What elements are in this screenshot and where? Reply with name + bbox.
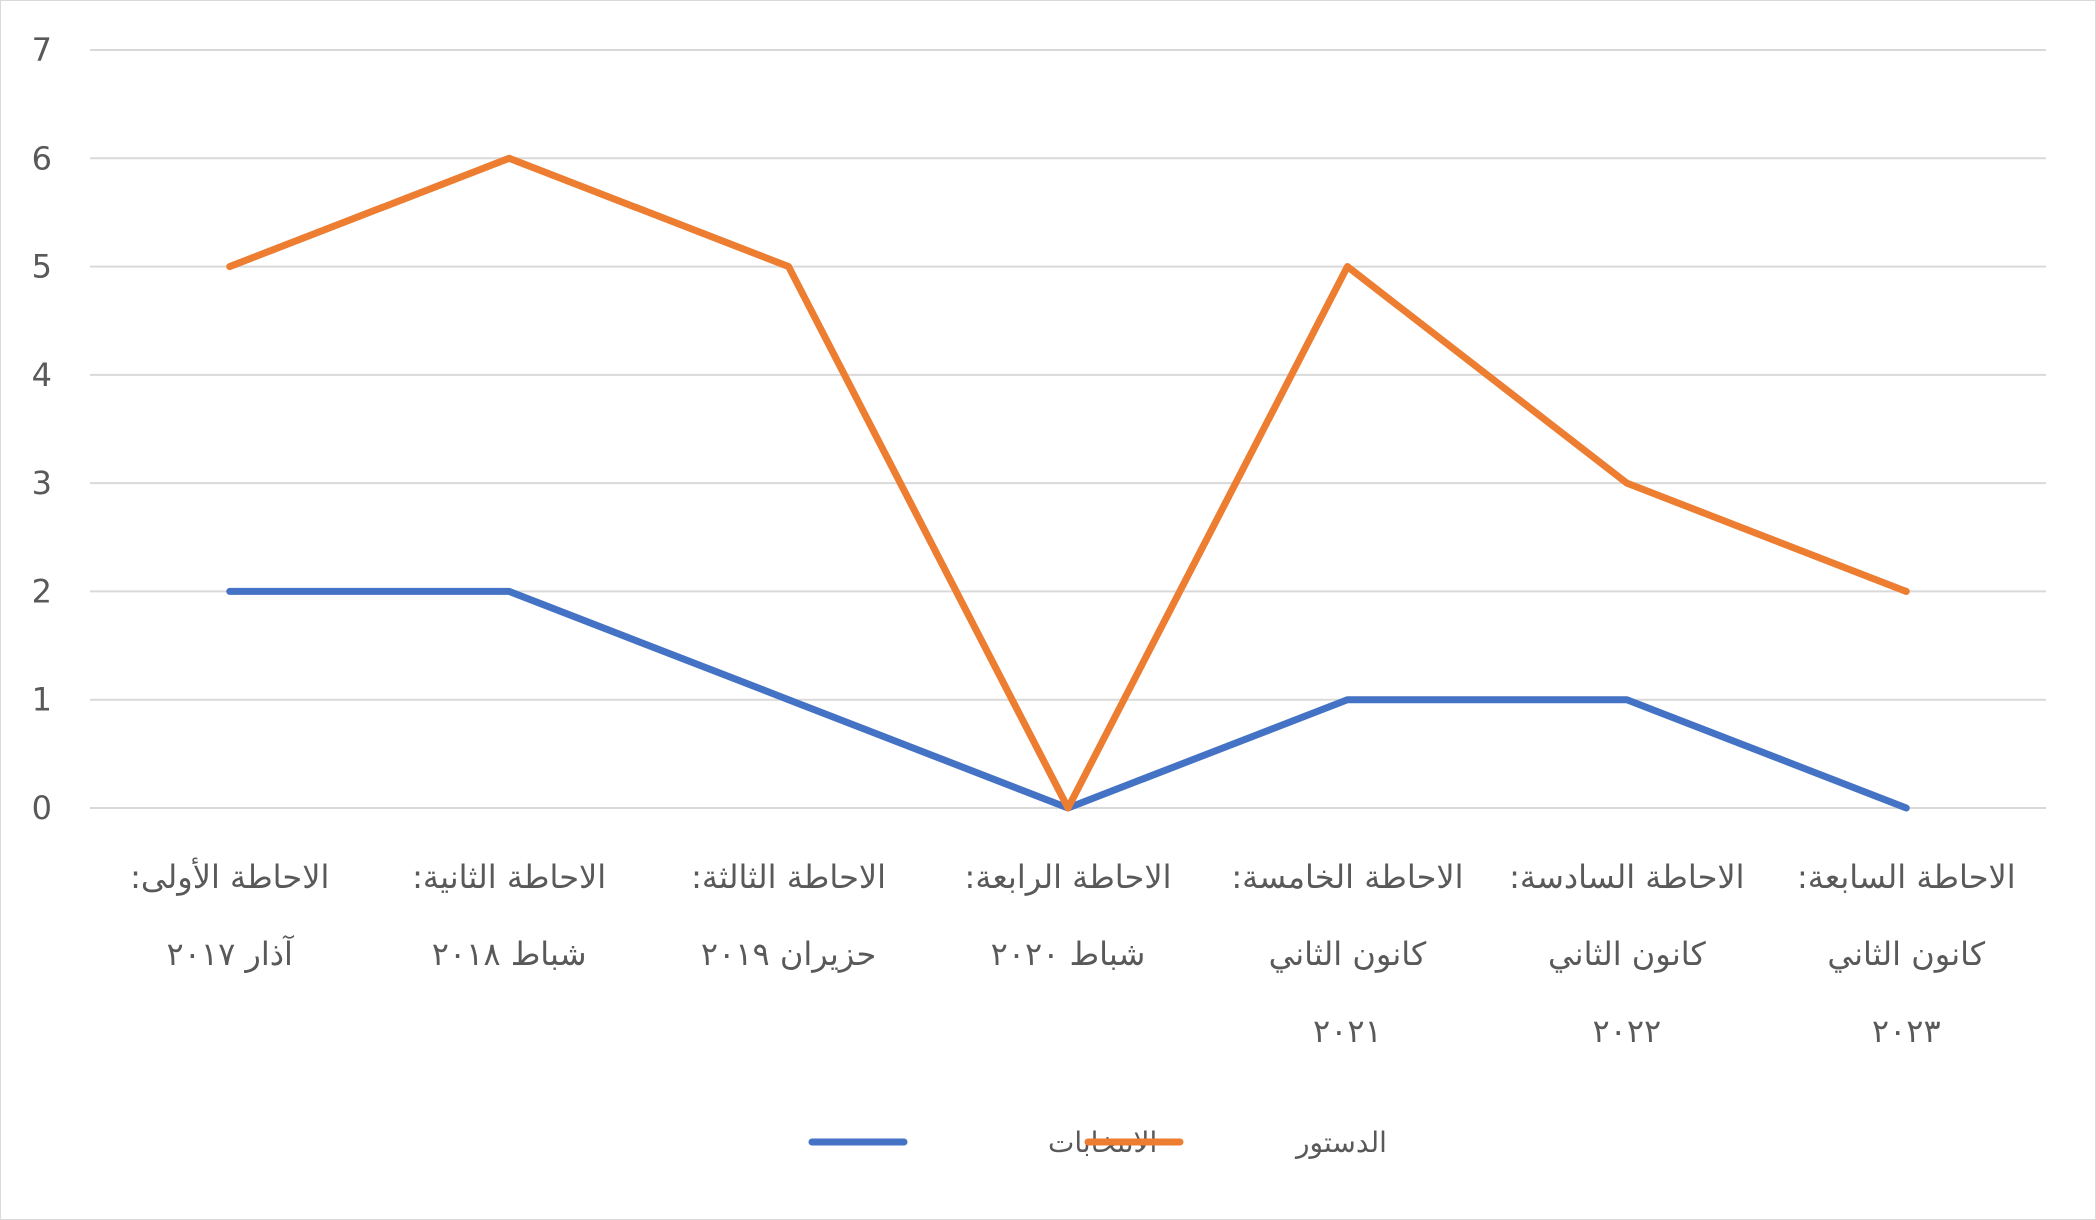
y-tick-label: 1	[32, 681, 52, 719]
x-tick-label: الاحاطة الثالثة:	[691, 858, 886, 896]
y-tick-label: 6	[32, 139, 52, 177]
series-line-1	[226, 154, 1910, 812]
series-lines	[226, 154, 1910, 812]
y-tick-label: 4	[32, 356, 52, 394]
x-tick-label: الاحاطة الأولى:	[130, 857, 329, 896]
x-tick-label: كانون الثاني	[1269, 935, 1427, 973]
x-axis-tick-labels: الاحاطة الأولى: آذار ٢٠١٧ الاحاطة الثانية:…	[130, 857, 2016, 1050]
x-tick-label: شباط ٢٠١٨	[432, 935, 587, 973]
y-tick-label: 7	[32, 31, 52, 69]
x-tick-label: كانون الثاني	[1827, 935, 1985, 973]
x-tick-label: شباط ٢٠٢٠	[991, 935, 1146, 973]
x-tick-label: آذار ٢٠١٧	[167, 934, 296, 973]
x-tick-label: ٢٠٢٣	[1872, 1012, 1941, 1050]
x-tick-label: الاحاطة الثانية:	[412, 858, 606, 896]
y-tick-label: 2	[32, 572, 52, 610]
y-axis-tick-labels: 0 1 2 3 4 5 6 7	[32, 31, 52, 827]
x-tick-label: الاحاطة السابعة:	[1797, 858, 2016, 896]
y-tick-label: 3	[32, 464, 52, 502]
x-tick-label: الاحاطة السادسة:	[1509, 858, 1744, 896]
y-tick-label: 0	[32, 789, 52, 827]
gridlines	[90, 49, 2046, 809]
x-tick-label: الاحاطة الرابعة:	[965, 858, 1172, 896]
legend: الانتخابات الدستور	[808, 1126, 1387, 1159]
x-tick-label: حزيران ٢٠١٩	[701, 935, 876, 973]
x-tick-label: كانون الثاني	[1548, 935, 1706, 973]
x-tick-label: ٢٠٢٢	[1592, 1012, 1661, 1050]
x-tick-label: الاحاطة الخامسة:	[1231, 858, 1463, 896]
y-tick-label: 5	[32, 248, 52, 286]
x-tick-label: ٢٠٢١	[1313, 1012, 1382, 1050]
legend-label-1: الدستور	[1294, 1126, 1387, 1159]
